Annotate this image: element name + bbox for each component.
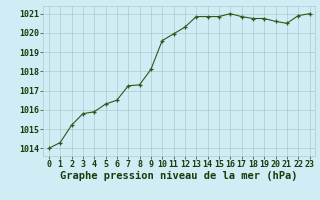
- X-axis label: Graphe pression niveau de la mer (hPa): Graphe pression niveau de la mer (hPa): [60, 171, 298, 181]
